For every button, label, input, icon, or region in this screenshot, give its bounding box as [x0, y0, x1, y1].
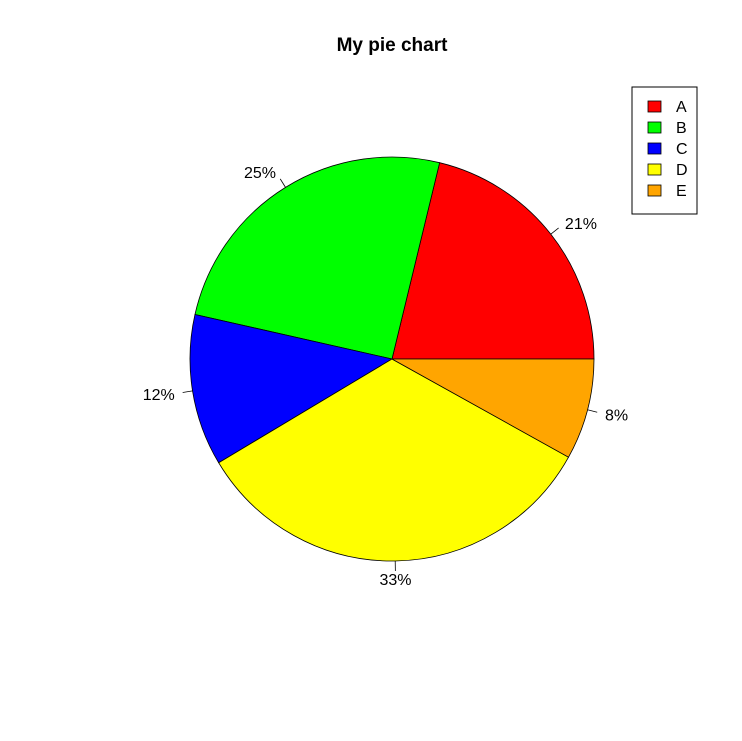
legend-label-a: A — [676, 99, 687, 116]
legend-box — [631, 86, 698, 215]
legend-swatch-d — [647, 163, 662, 176]
pie-slice-label: 8% — [605, 407, 628, 424]
legend-label-e: E — [676, 183, 687, 200]
pie-slice-a — [391, 162, 595, 360]
pie-slice-label: 25% — [244, 165, 276, 182]
pie-slice-label: 21% — [565, 216, 597, 233]
pie-label-tick — [279, 178, 286, 188]
pie-label-tick — [550, 227, 559, 235]
legend-swatch-b — [647, 121, 662, 134]
legend-swatch-a — [647, 100, 662, 113]
legend-label-c: C — [676, 141, 688, 158]
pie-slice-labels: 21% 25% 12% 33% 8% — [143, 165, 628, 589]
pie-slice-e — [390, 358, 595, 458]
legend-swatch-e — [647, 184, 662, 197]
legend-swatch-c — [647, 142, 662, 155]
pie-slice-c — [189, 314, 394, 464]
pie-slice-label: 12% — [143, 387, 175, 404]
legend-label-b: B — [676, 120, 687, 137]
pie-slices — [189, 156, 595, 562]
pie-label-tick — [587, 409, 598, 413]
legend-label-d: D — [676, 162, 688, 179]
pie-label-tick — [182, 390, 193, 393]
chart-title: My pie chart — [337, 35, 449, 56]
pie-slice-label: 33% — [379, 572, 411, 589]
